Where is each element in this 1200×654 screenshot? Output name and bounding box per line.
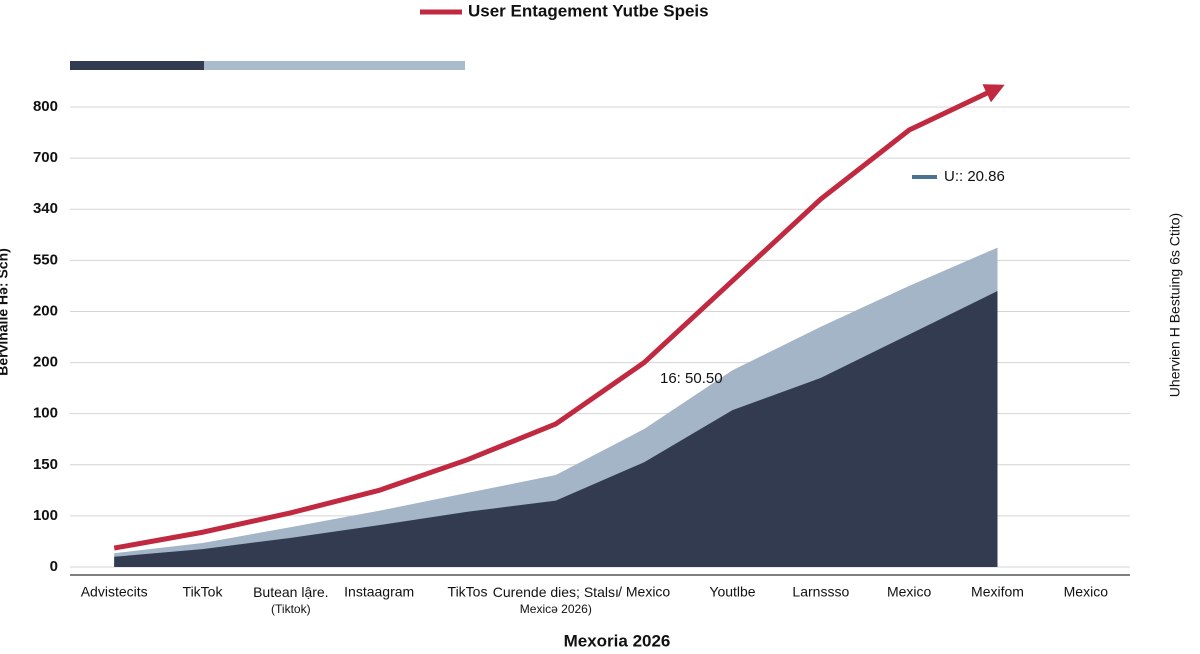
y-tick-label: 100 [33,405,58,422]
annotation: 16: 50.50 [660,370,723,387]
y-tick-label: 550 [33,251,58,268]
progress-filled [70,61,204,70]
x-tick-label: / Mexico [618,584,670,600]
annotation: U:: 20.86 [944,168,1005,185]
x-tick-label: Mexico [1064,584,1109,600]
y2-axis-title: Uhervien H Bestuing 6s Ctito) [1167,213,1183,397]
x-tick-label: Youtlbe [709,584,755,600]
plot [70,84,1130,576]
y-tick-label: 150 [33,456,58,473]
legend-label: User Entagement Yutbe Speis [468,1,709,20]
x-tick-label: Mexifom [971,584,1024,600]
y-tick-label: 800 [33,98,58,115]
x-tick-label: Advistecits [81,584,148,600]
y-tick-label: 700 [33,149,58,166]
y-tick-label: 200 [33,354,58,371]
area [114,291,998,567]
y-tick-label: 0 [50,558,58,575]
y-tick-label: 200 [33,302,58,319]
x-tick-label: Mexico [887,584,932,600]
x-tick-label: Butean lậre. (Tiktok) [253,584,329,616]
y-axis-title: Bervihalle Hə: Sch) [0,248,11,376]
x-tick-label: TikTok [183,584,224,600]
progress-track [204,61,465,70]
x-axis-title: Mexoria 2026 [564,631,671,650]
y-tick-label: 340 [33,200,58,217]
x-tick-label: Larnssso [792,584,849,600]
x-tick-label: Curende dies; Stalsı Mexicə 2026) [493,584,619,616]
x-tick-label: TikTos [448,584,488,600]
y-tick-label: 100 [33,507,58,524]
line [113,84,1005,551]
x-tick-label: Instaagram [344,584,414,600]
